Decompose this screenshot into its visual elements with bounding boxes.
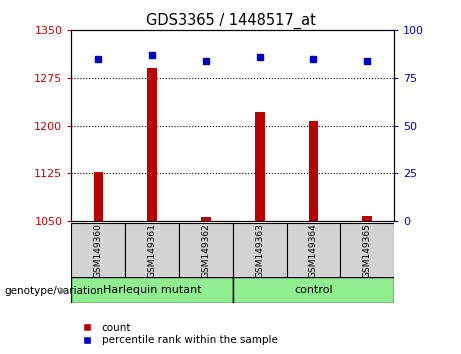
- Bar: [179, 223, 233, 278]
- Bar: [255, 112, 265, 221]
- Bar: [71, 277, 233, 303]
- Text: GDS3365 / 1448517_at: GDS3365 / 1448517_at: [146, 12, 315, 29]
- Text: GSM149360: GSM149360: [94, 223, 103, 278]
- Text: GSM149363: GSM149363: [255, 223, 264, 278]
- Text: GSM149365: GSM149365: [363, 223, 372, 278]
- Bar: [287, 223, 340, 278]
- Legend: count, percentile rank within the sample: count, percentile rank within the sample: [77, 322, 278, 345]
- Bar: [94, 172, 103, 221]
- Bar: [340, 223, 394, 278]
- Text: GSM149361: GSM149361: [148, 223, 157, 278]
- Bar: [233, 223, 287, 278]
- Text: GSM149364: GSM149364: [309, 223, 318, 278]
- Text: GSM149362: GSM149362: [201, 223, 210, 278]
- Text: genotype/variation: genotype/variation: [5, 286, 104, 296]
- Bar: [362, 216, 372, 221]
- Bar: [309, 121, 318, 221]
- Bar: [148, 68, 157, 221]
- Text: control: control: [294, 285, 333, 295]
- Bar: [125, 223, 179, 278]
- Bar: [233, 277, 394, 303]
- Bar: [201, 217, 211, 221]
- Text: Harlequin mutant: Harlequin mutant: [103, 285, 201, 295]
- Bar: [71, 223, 125, 278]
